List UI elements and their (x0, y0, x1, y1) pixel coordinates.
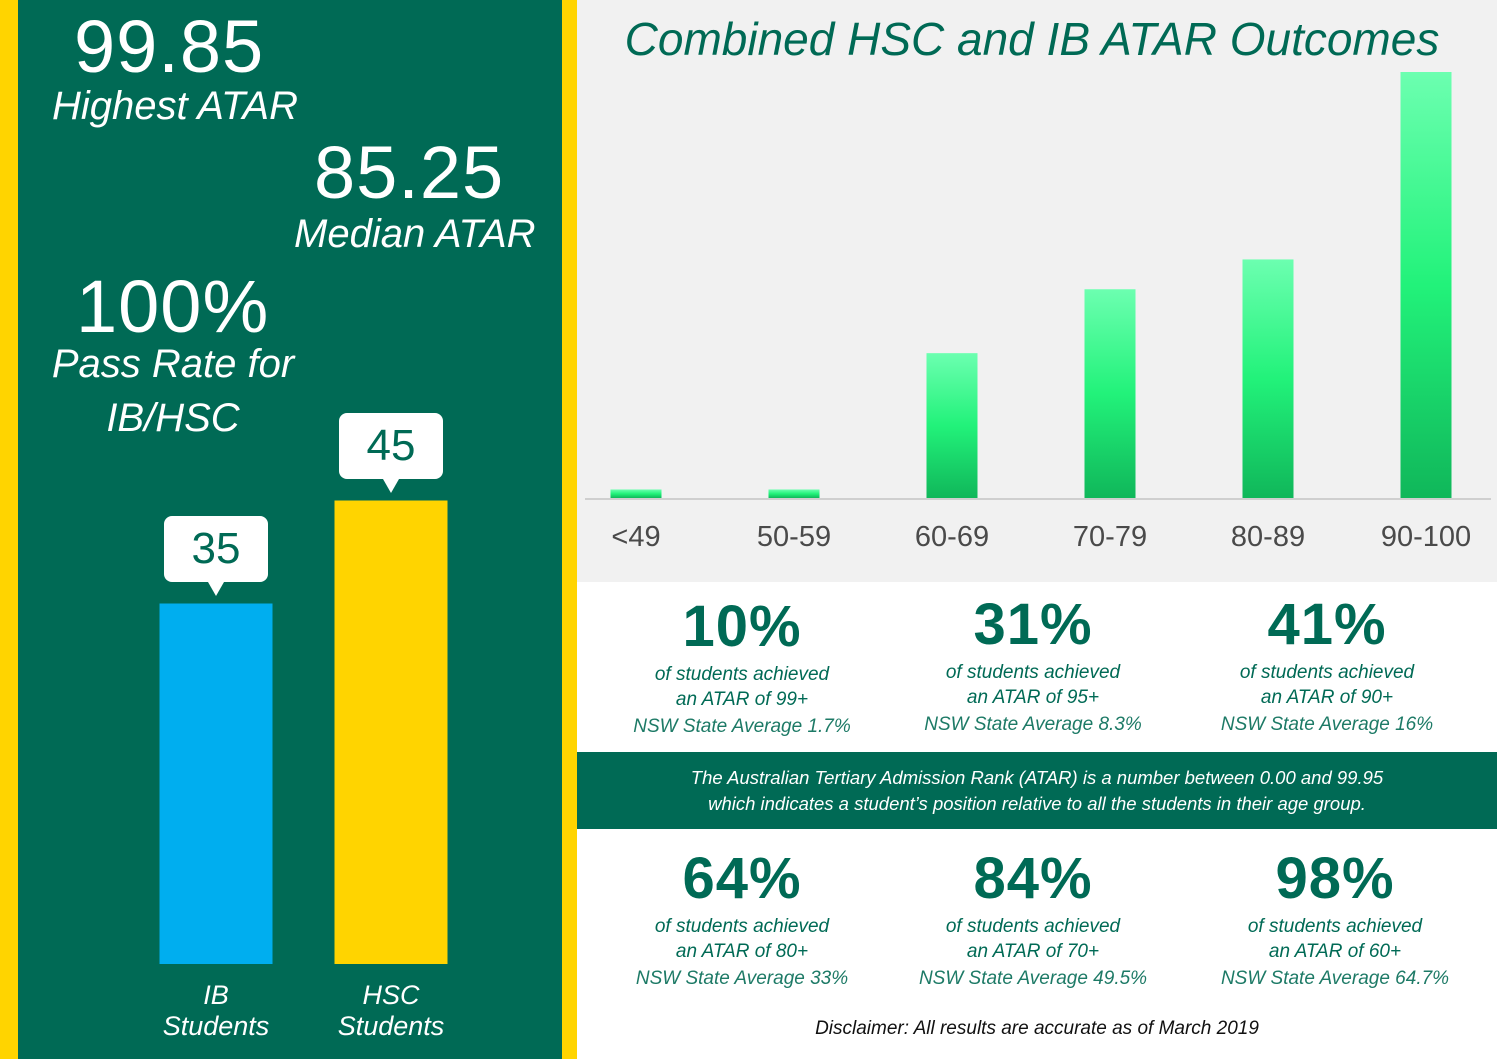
pass-rate-label-line1: Pass Rate for (51, 342, 295, 386)
bar-category-label-line: Students (162, 1011, 270, 1042)
pass-rate-value: 100% (76, 265, 270, 348)
highest-atar-label: Highest ATAR (52, 84, 298, 128)
banner-line1: The Australian Tertiary Admission Rank (… (690, 767, 1384, 788)
bar-80-89 (1242, 259, 1294, 498)
stat-description-line2: an ATAR of 90+ (1260, 687, 1394, 708)
summary-panel: 99.85 Highest ATAR 85.25 Median ATAR 100… (18, 0, 562, 1059)
x-tick-label: 90-100 (1381, 521, 1471, 553)
stat-description-line2: an ATAR of 95+ (966, 687, 1100, 708)
x-tick-label: 60-69 (915, 521, 989, 553)
bar-hsc-students (334, 500, 448, 964)
x-tick-label: 80-89 (1231, 521, 1305, 553)
bar-category-label: HSC Students (321, 980, 461, 1042)
stat-state-average: NSW State Average 49.5% (918, 968, 1148, 989)
chart-title: Combined HSC and IB ATAR Outcomes (624, 13, 1440, 65)
bar-category-label-line: HSC (362, 980, 420, 1010)
stat-60plus: 98% of students achieved an ATAR of 60+ … (1185, 850, 1485, 991)
highest-atar-value: 99.85 (74, 5, 265, 88)
stat-95plus: 31% of students achieved an ATAR of 95+ … (883, 596, 1183, 737)
median-atar-value: 85.25 (314, 131, 505, 214)
bar-category-label-line: Students (337, 1011, 445, 1042)
stat-percent: 64% (682, 846, 802, 911)
bar-ib-students (159, 603, 273, 964)
stat-description-line2: an ATAR of 70+ (966, 941, 1100, 962)
atar-definition-banner: The Australian Tertiary Admission Rank (… (577, 752, 1497, 829)
atar-outcomes-chart: <49 50-59 60-69 70-79 80-89 90-100 (585, 72, 1491, 553)
stat-99plus: 10% of students achieved an ATAR of 99+ … (592, 598, 892, 739)
bar-70-79 (1084, 289, 1136, 498)
stat-state-average: NSW State Average 8.3% (924, 714, 1142, 735)
stat-percent: 10% (682, 594, 802, 659)
stat-percent: 84% (973, 846, 1093, 911)
bar-value-label: 45 (339, 412, 443, 493)
stat-state-average: NSW State Average 1.7% (633, 716, 851, 737)
disclaimer: Disclaimer: All results are accurate as … (815, 1018, 1259, 1039)
median-atar-label: Median ATAR (294, 212, 536, 256)
stat-percent: 98% (1275, 846, 1395, 911)
stat-description-line2: an ATAR of 99+ (675, 689, 809, 710)
stat-description-line2: an ATAR of 60+ (1268, 941, 1402, 962)
stat-description-line1: of students achieved (654, 664, 830, 685)
x-tick-label: 50-59 (757, 521, 831, 553)
stat-70plus: 84% of students achieved an ATAR of 70+ … (883, 850, 1183, 991)
stat-90plus: 41% of students achieved an ATAR of 90+ … (1177, 596, 1477, 737)
bar-60-69 (926, 353, 978, 498)
stat-state-average: NSW State Average 33% (635, 968, 849, 989)
bar-value-label: 35 (164, 515, 268, 596)
stat-percent: 41% (1267, 592, 1387, 657)
bar-50-59 (768, 489, 820, 498)
student-count-chart (159, 500, 448, 964)
stat-description-line1: of students achieved (654, 916, 830, 937)
stat-description-line1: of students achieved (945, 916, 1121, 937)
stat-description-line1: of students achieved (1247, 916, 1423, 937)
x-tick-label: <49 (611, 521, 660, 553)
banner-line2: which indicates a student’s position rel… (708, 793, 1366, 814)
stat-description-line2: an ATAR of 80+ (675, 941, 809, 962)
outcomes-panel: Combined HSC and IB ATAR Outcomes <49 50-… (577, 0, 1497, 1059)
bar-90-100 (1400, 72, 1452, 498)
stat-state-average: NSW State Average 16% (1220, 714, 1434, 735)
stat-state-average: NSW State Average 64.7% (1220, 968, 1450, 989)
bar-category-label-line: IB (203, 980, 229, 1010)
pass-rate-label-line2: IB/HSC (106, 396, 240, 440)
stat-percent: 31% (973, 592, 1093, 657)
stat-description-line1: of students achieved (1239, 662, 1415, 683)
bar-under-49 (610, 489, 662, 498)
x-tick-label: 70-79 (1073, 521, 1147, 553)
stat-80plus: 64% of students achieved an ATAR of 80+ … (592, 850, 892, 991)
stat-description-line1: of students achieved (945, 662, 1121, 683)
bar-category-label: IB Students (146, 980, 286, 1042)
atar-outcomes-chart-area: Combined HSC and IB ATAR Outcomes <49 50-… (577, 0, 1497, 582)
